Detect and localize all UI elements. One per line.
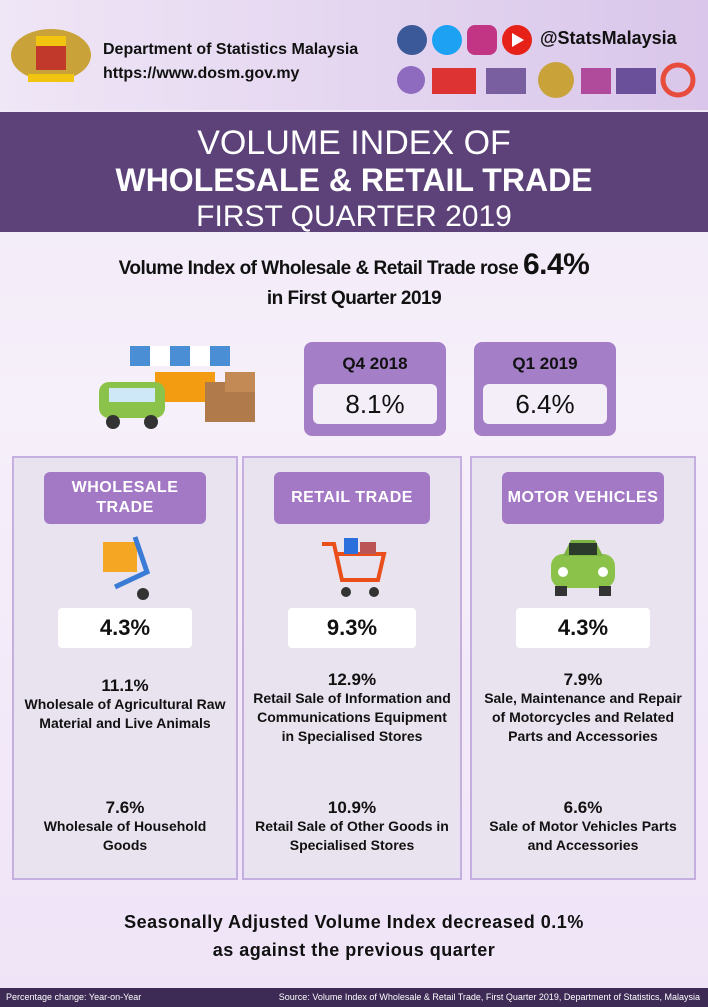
social-handle: @StatsMalaysia	[540, 28, 677, 48]
sector-value: 4.3%	[516, 608, 650, 648]
sub-item-label: Sale, Maintenance and Repair of Motorcyc…	[484, 690, 682, 744]
sub-item-label: Wholesale of Household Goods	[43, 818, 207, 853]
sector-name: RETAIL TRADE	[274, 472, 430, 524]
sector-icon	[322, 538, 387, 597]
sub-item-label: Retail Sale of Information and Communica…	[253, 690, 451, 744]
org-url: https://www.dosm.gov.my	[103, 65, 300, 82]
sub-item-value: 6.6%	[563, 798, 603, 817]
sub-item-value: 12.9%	[327, 670, 377, 689]
headline-period: in First Quarter 2019	[266, 288, 442, 309]
quarter-label: Q1 2019	[512, 354, 578, 373]
title-line: VOLUME INDEX OF	[197, 124, 511, 162]
footer-right: Source: Volume Index of Wholesale & Reta…	[278, 992, 700, 1002]
sector-icon	[551, 540, 615, 596]
sub-item-value: 7.9%	[563, 670, 603, 689]
org-info: Department of Statistics Malaysia https:…	[103, 38, 358, 86]
headline-text: Volume Index of Wholesale & Retail Trade…	[118, 258, 519, 279]
sector-value: 9.3%	[288, 608, 416, 648]
footer: Percentage change: Year-on-Year Source: …	[0, 988, 708, 1007]
sub-item-value: 11.1%	[101, 676, 149, 695]
sub-item-value: 10.9%	[327, 798, 377, 817]
note-line: Seasonally Adjusted Volume Index decreas…	[124, 912, 584, 932]
sector-name: MOTOR VEHICLES	[502, 472, 664, 524]
footer-left: Percentage change: Year-on-Year	[6, 992, 142, 1002]
sector-panel: RETAIL TRADE 9.3% 12.9% Retail Sale of Info…	[242, 456, 462, 880]
sub-item-label: Wholesale of Agricultural Raw Material a…	[24, 696, 226, 731]
social-icons	[397, 25, 532, 55]
sector-icon	[103, 536, 151, 600]
logo	[11, 29, 91, 82]
note-line: as against the previous quarter	[212, 940, 496, 960]
sub-item-label: Retail Sale of Other Goods in Specialise…	[255, 818, 449, 853]
headline-value: 6.4%	[522, 248, 590, 281]
sub-item: 10.9% Retail Sale of Other Goods in Speci…	[250, 798, 454, 855]
title-banner: VOLUME INDEX OF WHOLESALE & RETAIL TRADE…	[0, 112, 708, 232]
header: Department of Statistics Malaysia https:…	[0, 0, 708, 110]
sector-panel: MOTOR VEHICLES 4.3% 7.9% Sale, Maintenance …	[470, 456, 696, 880]
quarter-box: Q4 2018 8.1%	[304, 342, 446, 436]
quarter-value: 8.1%	[313, 384, 437, 424]
note: Seasonally Adjusted Volume Index decreas…	[0, 908, 708, 964]
event-logos	[397, 62, 696, 98]
sector-panel: WHOLESALE TRADE 4.3% 11.1% Wholesale of Agr…	[12, 456, 238, 880]
sub-item: 12.9% Retail Sale of Information and Comm…	[250, 670, 454, 746]
sub-item: 6.6% Sale of Motor Vehicles Parts and Acc…	[478, 798, 688, 855]
title-line: FIRST QUARTER 2019	[196, 200, 512, 233]
sub-item-label: Sale of Motor Vehicles Parts and Accesso…	[489, 818, 677, 853]
title-line: WHOLESALE & RETAIL TRADE	[115, 162, 593, 198]
quarter-value: 6.4%	[483, 384, 607, 424]
sub-item: 7.9% Sale, Maintenance and Repair of Moto…	[478, 670, 688, 746]
sector-value: 4.3%	[58, 608, 192, 648]
sub-item-value: 7.6%	[105, 798, 145, 817]
quarter-label: Q4 2018	[342, 354, 408, 373]
headline: Volume Index of Wholesale & Retail Trade…	[0, 250, 708, 314]
sub-item: 7.6% Wholesale of Household Goods	[20, 798, 230, 855]
org-name: Department of Statistics Malaysia	[103, 41, 359, 58]
quarter-box: Q1 2019 6.4%	[474, 342, 616, 436]
sub-item: 11.1% Wholesale of Agricultural Raw Mater…	[20, 676, 230, 733]
sector-name: WHOLESALE TRADE	[44, 472, 206, 524]
market-illustration	[99, 346, 255, 429]
